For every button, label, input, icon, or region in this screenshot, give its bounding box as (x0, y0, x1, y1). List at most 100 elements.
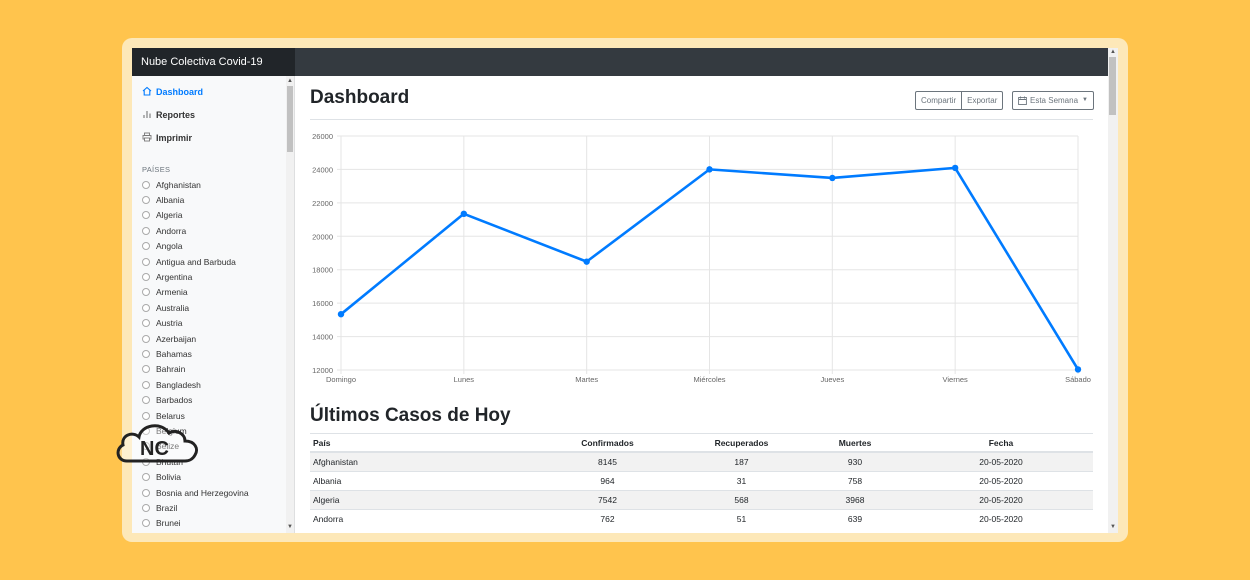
radio-icon[interactable] (142, 365, 150, 374)
export-button[interactable]: Exportar (962, 91, 1004, 110)
table-row: Andorra 762 51 639 20-05-2020 (310, 509, 1093, 528)
table-cell: 639 (801, 509, 909, 528)
country-radio-item[interactable]: Argentina (142, 269, 249, 284)
home-icon (142, 86, 156, 98)
country-radio-item[interactable]: Australia (142, 300, 249, 315)
country-radio-item[interactable]: Belarus (142, 408, 249, 423)
country-label: Bahrain (156, 364, 186, 375)
country-radio-item[interactable]: Brunei (142, 516, 249, 531)
scroll-up-icon[interactable]: ▲ (287, 78, 293, 84)
data-point (460, 210, 468, 218)
main-scroll-down-icon[interactable]: ▼ (1110, 524, 1116, 530)
country-radio-item[interactable]: Belize (142, 439, 249, 454)
x-tick-label: Sábado (1065, 375, 1091, 384)
app-brand[interactable]: Nube Colectiva Covid-19 (132, 48, 295, 76)
x-tick-label: Viernes (943, 375, 969, 384)
radio-icon[interactable] (142, 180, 150, 189)
radio-icon[interactable] (142, 196, 150, 205)
cases-table: País Confirmados Recuperados Muertes Fec… (310, 433, 1093, 528)
logo-text: NC (140, 438, 169, 460)
country-label: Brazil (156, 502, 178, 513)
y-tick-label: 26000 (312, 132, 333, 141)
radio-icon[interactable] (142, 380, 150, 389)
cases-line-chart: 12000 14000 16000 18000 20000 22000 24000 26000… (312, 132, 1091, 384)
country-radio-item[interactable]: Andorra (142, 223, 249, 238)
radio-icon[interactable] (142, 303, 150, 312)
table-cell: Afghanistan (310, 451, 533, 472)
y-tick-label: 18000 (312, 266, 333, 275)
country-label: Australia (156, 302, 190, 313)
country-label: Bosnia and Herzegovina (156, 487, 249, 498)
country-radio-item[interactable]: Brazil (142, 500, 249, 515)
table-cell: Albania (310, 471, 533, 491)
country-label: Austria (156, 318, 183, 329)
radio-icon[interactable] (142, 211, 150, 220)
data-point (706, 166, 713, 173)
country-radio-item[interactable]: Austria (142, 316, 249, 331)
radio-icon[interactable] (142, 488, 150, 497)
radio-icon[interactable] (142, 396, 150, 405)
table-cell: Andorra (310, 509, 533, 528)
radio-icon[interactable] (142, 226, 150, 235)
column-header-confirmados: Confirmados (533, 433, 682, 453)
share-button[interactable]: Compartir (915, 91, 963, 110)
country-radio-item[interactable]: Armenia (142, 285, 249, 300)
radio-icon[interactable] (142, 242, 150, 251)
country-radio-item[interactable]: Angola (142, 239, 249, 254)
radio-icon[interactable] (142, 319, 150, 328)
x-tick-label: Miércoles (693, 375, 725, 384)
country-radio-item[interactable]: Bolivia (142, 469, 249, 484)
radio-icon[interactable] (142, 519, 150, 528)
country-radio-item[interactable]: Bosnia and Herzegovina (142, 485, 249, 500)
sidebar-item-dashboard[interactable]: Dashboard (142, 86, 203, 98)
country-label: Andorra (156, 225, 187, 236)
country-label: Antigua and Barbuda (156, 256, 236, 267)
scroll-down-icon[interactable]: ▼ (287, 524, 293, 530)
radio-icon[interactable] (142, 442, 150, 451)
sidebar-item-label: Reportes (156, 110, 196, 120)
radio-icon[interactable] (142, 473, 150, 482)
sidebar-scrollbar-thumb[interactable] (287, 86, 293, 152)
radio-icon[interactable] (142, 503, 150, 512)
sidebar-item-imprimir[interactable]: Imprimir (142, 132, 192, 144)
main-scroll-up-icon[interactable]: ▲ (1110, 49, 1116, 55)
radio-icon[interactable] (142, 411, 150, 420)
sidebar-item-reportes[interactable]: Reportes (142, 109, 195, 121)
country-radio-item[interactable]: Azerbaijan (142, 331, 249, 346)
data-point (337, 310, 345, 318)
country-radio-item[interactable]: Afghanistan (142, 177, 249, 192)
country-radio-item[interactable]: Antigua and Barbuda (142, 254, 249, 269)
main-scrollbar[interactable] (1108, 48, 1118, 533)
title-divider (310, 119, 1093, 120)
country-label: Barbados (156, 395, 193, 406)
table-cell: 762 (533, 509, 682, 528)
table-cell: 930 (801, 451, 909, 472)
sidebar-item-label: Dashboard (156, 87, 204, 97)
sidebar-scrollbar[interactable] (286, 76, 294, 533)
y-tick-label: 12000 (312, 366, 333, 375)
country-radio-item[interactable]: Algeria (142, 208, 249, 223)
table-cell: 20-05-2020 (909, 509, 1093, 528)
radio-icon[interactable] (142, 349, 150, 358)
main-content: Dashboard Compartir Exportar Esta Semana… (295, 76, 1108, 533)
y-tick-label: 14000 (312, 333, 333, 342)
data-point (1074, 366, 1082, 373)
table-cell: 758 (801, 471, 909, 491)
week-dropdown-button[interactable]: Esta Semana ▼ (1012, 91, 1094, 110)
country-label: Argentina (156, 272, 193, 283)
radio-icon[interactable] (142, 334, 150, 343)
country-label: Angola (156, 241, 183, 252)
radio-icon[interactable] (142, 273, 150, 282)
country-radio-item[interactable]: Bangladesh (142, 377, 249, 392)
country-radio-item[interactable]: Bahrain (142, 362, 249, 377)
radio-icon[interactable] (142, 257, 150, 266)
main-scrollbar-thumb[interactable] (1109, 57, 1116, 115)
radio-icon[interactable] (142, 288, 150, 297)
country-list: Afghanistan Albania Algeria Andorra Angola An… (142, 177, 249, 531)
nube-colectiva-logo: NC (113, 413, 205, 472)
week-dropdown-label: Esta Semana (1030, 96, 1079, 105)
country-radio-item[interactable]: Barbados (142, 392, 249, 407)
country-radio-item[interactable]: Bahamas (142, 346, 249, 361)
country-radio-item[interactable]: Albania (142, 192, 249, 207)
table-title: Últimos Casos de Hoy (310, 405, 511, 426)
